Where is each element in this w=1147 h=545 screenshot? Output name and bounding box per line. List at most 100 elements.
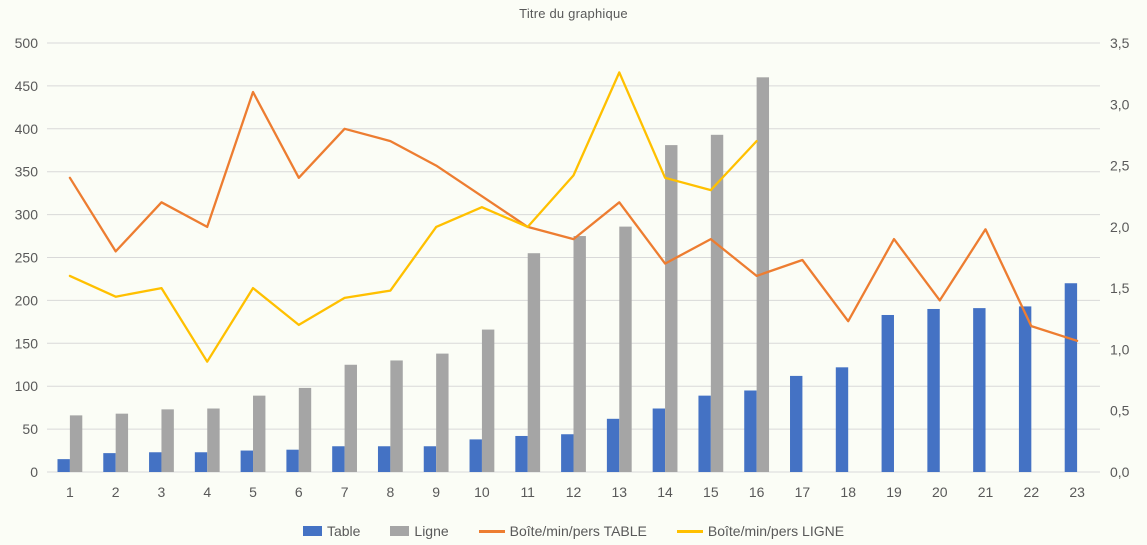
bar xyxy=(57,459,70,472)
legend-line-swatch xyxy=(478,529,505,533)
bar xyxy=(527,253,541,472)
legend-label: Boîte/min/pers LIGNE xyxy=(707,523,845,539)
bar xyxy=(698,395,711,472)
bar xyxy=(240,450,254,472)
bar xyxy=(652,408,666,472)
x-tick: 10 xyxy=(474,484,490,500)
bar xyxy=(253,395,266,472)
bar xyxy=(469,439,482,472)
bar xyxy=(619,226,632,472)
x-tick: 6 xyxy=(295,484,303,500)
y-right-tick: 3,5 xyxy=(1110,35,1130,51)
bar xyxy=(881,314,894,472)
y-left-tick: 0 xyxy=(30,464,38,480)
bar xyxy=(298,387,312,472)
bar xyxy=(835,367,849,472)
x-tick: 20 xyxy=(932,484,948,500)
y-right-tick: 2,0 xyxy=(1110,219,1130,235)
bar xyxy=(194,452,208,472)
x-tick: 23 xyxy=(1069,484,1085,500)
legend-bar-swatch xyxy=(302,526,322,536)
x-tick: 17 xyxy=(795,484,811,500)
x-tick: 14 xyxy=(657,484,673,500)
y-right-tick: 0,0 xyxy=(1110,464,1130,480)
y-left-tick: 250 xyxy=(15,250,39,266)
y-left-tick: 200 xyxy=(15,292,39,308)
bar xyxy=(561,434,574,472)
legend-line-swatch xyxy=(676,529,703,533)
x-tick: 4 xyxy=(203,484,211,500)
x-tick: 11 xyxy=(520,484,535,500)
x-tick: 1 xyxy=(66,484,74,500)
bar xyxy=(744,390,757,472)
legend-item: Boîte/min/pers LIGNE xyxy=(676,523,845,539)
bar xyxy=(344,364,357,472)
bar xyxy=(973,308,986,472)
legend-label: Ligne xyxy=(414,523,449,539)
bar xyxy=(161,409,174,472)
bar xyxy=(1064,283,1078,472)
bar xyxy=(103,453,116,472)
x-tick: 13 xyxy=(611,484,627,500)
bar xyxy=(332,446,345,472)
bar xyxy=(665,145,678,473)
legend-item: Ligne xyxy=(390,523,449,539)
chart-title: Titre du graphique xyxy=(519,6,628,21)
x-tick: 2 xyxy=(112,484,120,500)
y-right-tick: 1,0 xyxy=(1110,341,1130,357)
x-tick: 22 xyxy=(1024,484,1040,500)
y-left-tick: 50 xyxy=(22,421,38,437)
bar xyxy=(710,134,724,472)
bar xyxy=(606,418,620,472)
x-tick: 3 xyxy=(158,484,166,500)
x-tick: 18 xyxy=(840,484,856,500)
bar xyxy=(390,360,403,472)
x-tick: 19 xyxy=(886,484,902,500)
legend-item: Table xyxy=(302,523,360,539)
y-left-tick: 400 xyxy=(15,121,39,137)
bar xyxy=(149,452,162,472)
x-tick: 12 xyxy=(566,484,582,500)
y-left-tick: 500 xyxy=(15,35,39,51)
bar xyxy=(207,408,220,472)
bar xyxy=(423,446,437,472)
x-tick: 15 xyxy=(703,484,719,500)
y-left-tick: 350 xyxy=(15,164,39,180)
y-left-tick: 150 xyxy=(15,335,39,351)
y-right-tick: 1,5 xyxy=(1110,280,1130,296)
bar-series-table xyxy=(57,283,1078,472)
x-tick: 8 xyxy=(386,484,394,500)
y-left-tick: 450 xyxy=(15,78,39,94)
x-tick: 21 xyxy=(978,484,994,500)
bar xyxy=(115,413,129,472)
y-axis-right-labels: 0,0 0,5 1,0 1,5 2,0 2,5 3,0 3,5 xyxy=(1110,35,1130,480)
y-left-tick: 100 xyxy=(15,378,39,394)
bar xyxy=(436,353,449,472)
legend-label: Boîte/min/pers TABLE xyxy=(509,523,647,539)
y-left-tick: 300 xyxy=(15,207,39,223)
line-series-boite-ligne xyxy=(68,71,758,363)
chart-legend: Table Ligne Boîte/min/pers TABLE Boîte/min/… xyxy=(0,523,1147,539)
bar xyxy=(286,449,299,472)
x-axis-labels: 1 2 3 4 5 6 7 8 9 10 11 12 13 14 15 16 17 18 19 20 21 22 23 xyxy=(66,484,1085,500)
legend-bar-swatch xyxy=(390,526,410,536)
y-right-tick: 2,5 xyxy=(1110,158,1130,174)
x-tick: 7 xyxy=(341,484,349,500)
bar xyxy=(1018,306,1032,472)
legend-item: Boîte/min/pers TABLE xyxy=(478,523,647,539)
bar xyxy=(573,236,586,472)
y-axis-left-labels: 0 50 100 150 200 250 300 350 400 450 500 xyxy=(15,35,39,480)
line-series-boite-table xyxy=(68,90,1079,342)
bar xyxy=(927,308,940,472)
bar xyxy=(481,329,495,472)
y-right-tick: 3,0 xyxy=(1110,96,1130,112)
bar xyxy=(515,435,528,472)
y-right-tick: 0,5 xyxy=(1110,403,1130,419)
bar xyxy=(69,415,83,472)
bar xyxy=(377,446,391,472)
x-tick: 16 xyxy=(749,484,765,500)
x-tick: 5 xyxy=(249,484,257,500)
x-tick: 9 xyxy=(432,484,440,500)
